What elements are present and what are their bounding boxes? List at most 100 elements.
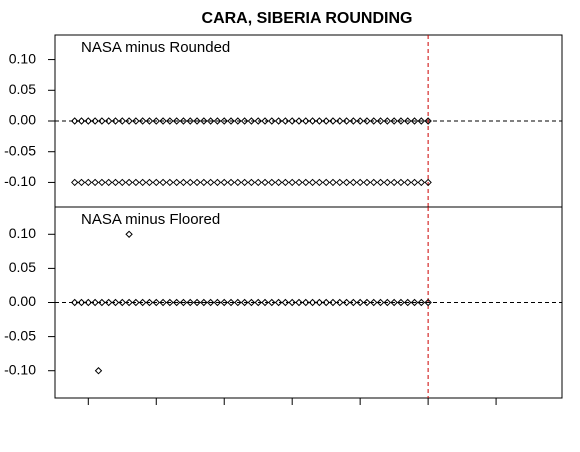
- point: [410, 117, 419, 125]
- point: [138, 298, 147, 307]
- point: [159, 117, 167, 125]
- point: [71, 178, 79, 187]
- point: [166, 117, 174, 125]
- point: [125, 117, 133, 125]
- point: [240, 117, 249, 125]
- point: [227, 178, 235, 187]
- point: [77, 178, 86, 187]
- point: [71, 117, 79, 125]
- y-tick-label: 0.10: [9, 50, 36, 66]
- point: [424, 298, 432, 307]
- point: [274, 117, 283, 125]
- point: [308, 178, 317, 187]
- point: [91, 298, 99, 307]
- point: [404, 117, 412, 125]
- point: [179, 178, 188, 187]
- point: [193, 298, 201, 307]
- y-tick-label: -0.05: [4, 142, 36, 158]
- point: [288, 178, 296, 187]
- point: [206, 298, 215, 307]
- point: [295, 178, 303, 187]
- point: [132, 178, 140, 187]
- point: [349, 298, 358, 307]
- point: [342, 298, 351, 307]
- point: [281, 117, 290, 125]
- point: [172, 178, 181, 187]
- point: [247, 298, 256, 307]
- point: [166, 298, 174, 307]
- point: [240, 178, 249, 187]
- point: [342, 117, 351, 125]
- point: [254, 298, 262, 307]
- point: [349, 117, 358, 125]
- point: [288, 117, 296, 125]
- point: [356, 178, 364, 187]
- point: [268, 117, 276, 125]
- point: [213, 178, 222, 187]
- annotation: NASA minus Floored: [81, 211, 220, 228]
- point: [295, 298, 303, 307]
- point: [397, 298, 405, 307]
- y-tick-label: 0.05: [9, 259, 36, 275]
- point: [206, 117, 215, 125]
- point: [125, 178, 133, 187]
- point: [111, 178, 120, 187]
- point: [234, 298, 242, 307]
- point: [138, 117, 147, 125]
- point: [268, 178, 276, 187]
- point: [247, 117, 256, 125]
- point: [410, 178, 419, 187]
- point: [424, 178, 432, 187]
- point: [186, 117, 194, 125]
- point: [397, 117, 405, 125]
- point: [336, 298, 344, 307]
- point: [77, 117, 86, 125]
- y-tick-label: -0.05: [4, 327, 36, 343]
- point: [159, 178, 167, 187]
- point: [213, 298, 222, 307]
- point: [370, 117, 378, 125]
- point: [370, 178, 378, 187]
- point: [315, 298, 324, 307]
- point: [302, 117, 310, 125]
- point: [220, 178, 228, 187]
- point: [268, 298, 276, 307]
- point: [363, 117, 371, 125]
- point: [356, 298, 364, 307]
- point: [322, 298, 330, 307]
- point: [274, 178, 283, 187]
- y-tick-label: -0.10: [4, 361, 36, 377]
- point: [363, 178, 371, 187]
- point: [125, 230, 133, 238]
- point: [186, 178, 194, 187]
- point: [71, 298, 79, 307]
- point: [77, 298, 86, 307]
- point: [98, 178, 106, 187]
- point: [288, 298, 296, 307]
- point: [132, 117, 140, 125]
- point: [397, 178, 405, 187]
- point: [390, 117, 398, 125]
- point: [390, 178, 398, 187]
- point: [172, 117, 181, 125]
- point: [234, 117, 242, 125]
- point: [98, 298, 106, 307]
- point: [417, 298, 426, 307]
- point: [94, 367, 103, 375]
- point: [172, 298, 181, 307]
- point: [376, 117, 385, 125]
- point: [308, 298, 317, 307]
- point: [227, 117, 235, 125]
- point: [179, 298, 188, 307]
- point: [254, 117, 262, 125]
- y-tick-label: 0.00: [9, 112, 36, 128]
- point: [370, 298, 378, 307]
- point: [383, 178, 392, 187]
- point: [302, 298, 310, 307]
- point: [383, 117, 392, 125]
- point: [417, 178, 426, 187]
- point: [200, 298, 208, 307]
- point: [179, 117, 188, 125]
- y-tick-label: 0.10: [9, 225, 36, 241]
- point: [342, 178, 351, 187]
